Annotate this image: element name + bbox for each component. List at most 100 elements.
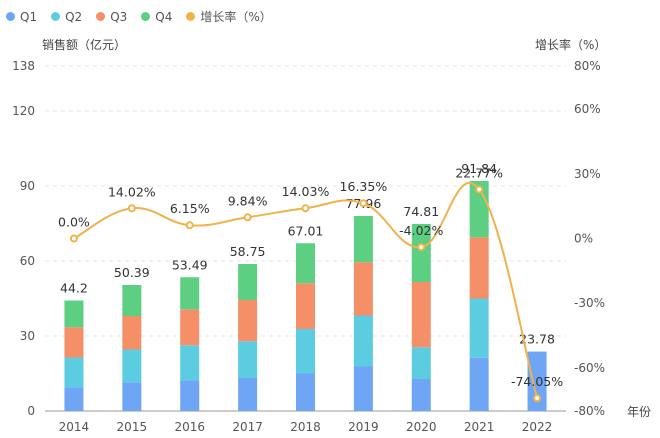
total-label-2015: 50.39 (114, 265, 150, 280)
y-left-tick-label: 30 (20, 329, 35, 343)
y-right-tick-label: -30% (574, 296, 605, 310)
growth-point-2017 (243, 213, 252, 222)
bar-q4-2020 (411, 224, 431, 282)
growth-label-2021: 22.77% (455, 165, 503, 180)
legend-label-q2: Q2 (65, 9, 83, 24)
legend-swatch-q4 (141, 12, 151, 21)
bar-q3-2017 (238, 300, 258, 342)
x-tick-label: 2015 (117, 420, 148, 434)
right-axis-title: 增长率（%） (535, 38, 607, 52)
legend-label-q1: Q1 (20, 9, 38, 24)
legend-label-q3: Q3 (110, 9, 128, 24)
x-tick-label: 2019 (348, 420, 379, 434)
y-left-tick-label: 90 (20, 179, 35, 193)
growth-point-2015 (127, 204, 136, 213)
total-label-2020: 74.81 (403, 204, 439, 219)
bar-q1-2016 (180, 380, 200, 411)
left-axis-title: 销售额（亿元） (42, 38, 127, 52)
growth-point-2014 (69, 234, 78, 243)
x-tick-label: 2016 (174, 420, 205, 434)
bar-q2-2017 (238, 341, 258, 378)
bar-q4-2019 (353, 216, 373, 263)
chart-legend: Q1 Q2 Q3 Q4 增长率（%） (6, 8, 272, 25)
bar-q1-2015 (122, 382, 142, 411)
growth-label-2016: 6.15% (170, 201, 210, 216)
bar-q3-2015 (122, 316, 142, 350)
total-label-2022: 23.78 (519, 332, 555, 347)
total-label-2014: 44.2 (60, 281, 88, 296)
legend-item-q1[interactable]: Q1 (6, 8, 37, 25)
bar-q3-2018 (296, 283, 315, 329)
total-label-2018: 67.01 (288, 223, 324, 238)
growth-label-2018: 14.03% (282, 184, 330, 199)
x-tick-label: 2021 (464, 420, 495, 434)
bar-q4-2014 (64, 300, 84, 328)
y-right-tick-label: 60% (574, 102, 601, 116)
legend-swatch-q1 (6, 12, 15, 21)
bar-q2-2021 (469, 298, 489, 358)
bar-q1-2017 (238, 378, 258, 411)
legend-swatch-q2 (51, 12, 61, 21)
x-axis-title: 年份 (627, 405, 652, 419)
y-right-tick-label: -80% (574, 404, 605, 418)
bar-q2-2016 (180, 345, 200, 381)
bar-q3-2016 (180, 309, 200, 346)
bar-q1-2021 (469, 357, 489, 411)
bar-q2-2020 (411, 347, 431, 379)
y-left-tick-label: 0 (27, 404, 35, 418)
growth-point-2019 (359, 199, 368, 208)
legend-item-q2[interactable]: Q2 (51, 8, 82, 25)
y-left-tick-label: 138 (12, 59, 35, 73)
y-right-tick-label: 30% (574, 167, 601, 181)
total-label-2017: 58.75 (230, 244, 266, 259)
legend-item-q3[interactable]: Q3 (96, 8, 127, 25)
bar-q3-2019 (353, 262, 373, 316)
legend-item-q4[interactable]: Q4 (141, 8, 172, 25)
growth-point-2016 (185, 221, 194, 230)
bar-q3-2020 (411, 282, 431, 348)
y-left-tick-label: 60 (20, 254, 35, 268)
growth-label-2022: -74.05% (511, 374, 563, 389)
bar-q2-2019 (353, 315, 373, 367)
y-right-tick-label: -60% (574, 361, 605, 375)
x-tick-label: 2020 (406, 420, 437, 434)
growth-label-2014: 0.0% (58, 215, 90, 230)
growth-label-2019: 16.35% (340, 179, 388, 194)
bar-q4-2016 (180, 277, 200, 310)
bar-q3-2021 (469, 237, 489, 299)
total-label-2021: 91.84 (461, 161, 497, 176)
legend-label-q4: Q4 (155, 9, 173, 24)
bar-q2-2015 (122, 349, 142, 383)
bar-q1-2018 (296, 373, 315, 411)
y-left-tick-label: 120 (12, 104, 35, 118)
y-right-tick-label: 0% (574, 232, 593, 246)
growth-point-2018 (301, 204, 310, 213)
bar-q4-2017 (238, 264, 258, 300)
bar-q1-2019 (353, 366, 373, 411)
legend-item-growth[interactable]: 增长率（%） (186, 8, 272, 25)
bar-q4-2018 (296, 243, 315, 284)
y-right-tick-label: 80% (574, 59, 601, 73)
bar-q1-2014 (64, 387, 84, 411)
total-label-2016: 53.49 (172, 257, 208, 272)
growth-point-2021 (475, 185, 484, 194)
bar-q2-2018 (296, 329, 315, 374)
bar-q1-2020 (411, 379, 431, 411)
x-tick-label: 2014 (59, 420, 90, 434)
bar-q3-2014 (64, 327, 84, 358)
legend-label-growth: 增长率（%） (200, 10, 272, 24)
growth-label-2020: -4.02% (399, 223, 443, 238)
growth-point-2020 (417, 243, 426, 252)
bar-q1-2022 (527, 351, 547, 411)
legend-swatch-q3 (96, 12, 106, 21)
x-tick-label: 2018 (290, 420, 321, 434)
x-tick-label: 2017 (232, 420, 263, 434)
growth-point-2022 (533, 394, 542, 403)
growth-label-2017: 9.84% (228, 193, 268, 208)
bar-q4-2015 (122, 285, 142, 316)
x-tick-label: 2022 (522, 420, 553, 434)
growth-label-2015: 14.02% (108, 184, 156, 199)
bar-q2-2014 (64, 357, 84, 388)
legend-swatch-growth (186, 12, 196, 21)
